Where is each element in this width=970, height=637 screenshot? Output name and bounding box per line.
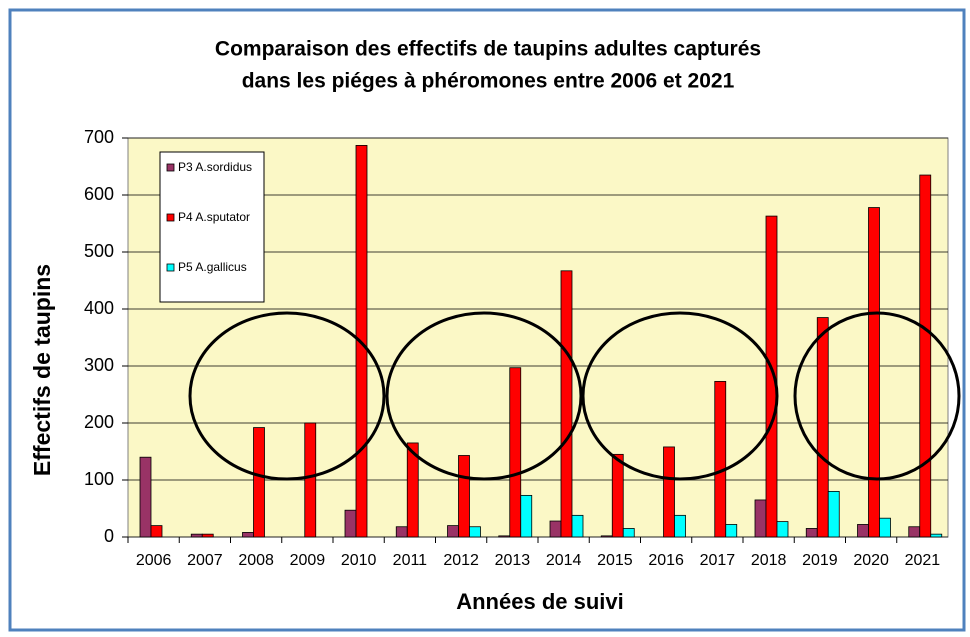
bar (725, 524, 738, 538)
x-tick-label: 2009 (290, 552, 326, 569)
bar (622, 528, 635, 538)
y-axis-label: Effectifs de taupins (29, 264, 55, 476)
bar (765, 215, 778, 538)
bar (304, 422, 317, 538)
ellipse (188, 311, 386, 481)
bar (611, 453, 624, 538)
x-tick-label: 2012 (443, 552, 479, 569)
x-tick-label: 2018 (751, 552, 787, 569)
bar (754, 499, 767, 538)
bar (714, 380, 727, 538)
ellipse (581, 311, 779, 481)
x-tick-label: 2011 (393, 552, 428, 569)
y-tick-label: 100 (84, 469, 114, 489)
bar (520, 494, 533, 538)
x-tick-label: 2010 (341, 552, 377, 569)
bar (930, 533, 943, 538)
bar (857, 524, 869, 538)
y-tick-label: 700 (84, 127, 114, 147)
bar (498, 535, 511, 538)
bar (868, 207, 880, 538)
ellipse (793, 311, 961, 481)
legend-label: P4 A.sputator (178, 210, 251, 224)
bar (242, 532, 254, 538)
x-tick-label: 2016 (648, 552, 684, 569)
y-tick-label: 200 (84, 412, 114, 432)
bar (600, 535, 613, 538)
chart-title: Comparaison des effectifs de taupins adu… (215, 38, 761, 61)
y-tick-label: 400 (84, 298, 114, 318)
x-tick-label: 2017 (700, 552, 736, 569)
annotations (188, 311, 961, 481)
bar (509, 367, 522, 538)
legend (159, 151, 265, 303)
bar (549, 520, 562, 538)
bar (458, 455, 470, 538)
bar (560, 270, 573, 538)
bar (139, 456, 152, 538)
bar (469, 526, 481, 538)
legend-label: P3 A.sordidus (178, 160, 253, 174)
bar (150, 525, 163, 538)
bar (663, 446, 675, 538)
x-tick-label: 2019 (802, 552, 838, 569)
y-tick-label: 300 (84, 355, 114, 375)
bar (201, 533, 214, 538)
x-tick-label: 2014 (546, 552, 582, 569)
bar (447, 525, 459, 538)
legend-swatch (166, 163, 175, 172)
bar (879, 517, 891, 538)
x-tick-label: 2008 (238, 552, 274, 569)
x-tick-label: 2013 (495, 552, 531, 569)
bar (571, 514, 584, 538)
bar (190, 533, 203, 538)
bar (919, 174, 932, 538)
legend-swatch (166, 263, 175, 272)
ellipse (385, 311, 583, 481)
bar (908, 526, 921, 538)
y-tick-label: 600 (84, 184, 114, 204)
bar (344, 509, 357, 538)
y-tick-label: 0 (104, 526, 114, 546)
bar (253, 427, 265, 538)
x-tick-label: 2007 (187, 552, 223, 569)
bar (674, 514, 686, 538)
bar (776, 521, 789, 538)
bar (395, 526, 408, 538)
x-tick-label: 2020 (853, 552, 889, 569)
bar (827, 490, 840, 538)
legend-label: P5 A.gallicus (178, 260, 247, 274)
x-tick-label: 2021 (905, 552, 941, 569)
chart-title: dans les piéges à phéromones entre 2006 … (242, 70, 735, 93)
x-tick-label: 2006 (136, 552, 172, 569)
bar (816, 317, 829, 538)
y-tick-label: 500 (84, 241, 114, 261)
legend-swatch (166, 213, 175, 222)
x-tick-label: 2015 (597, 552, 633, 569)
x-axis-label: Années de suivi (456, 589, 624, 614)
bar (805, 528, 818, 538)
bar (406, 442, 419, 538)
